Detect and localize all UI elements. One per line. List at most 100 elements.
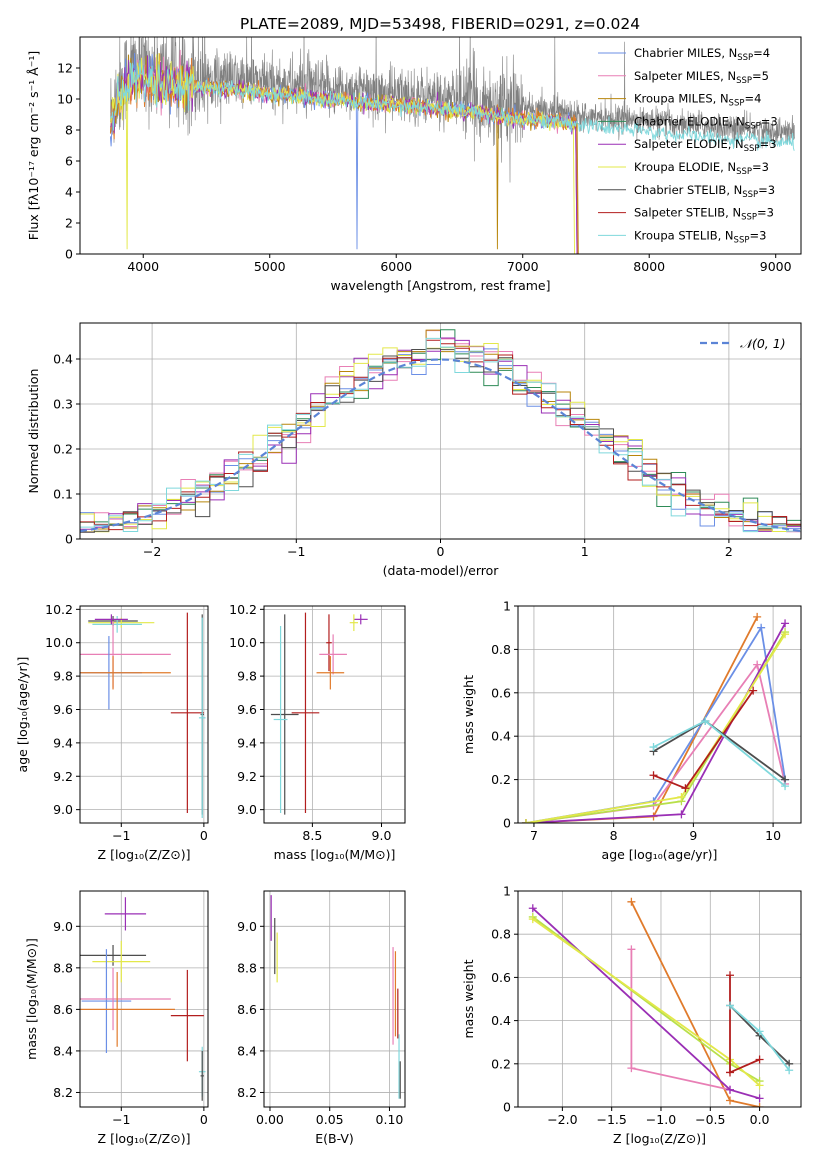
plot-area xyxy=(270,612,368,815)
legend-subscript: SSP xyxy=(745,121,761,131)
grid xyxy=(80,891,208,1107)
y-tick-label: 0.2 xyxy=(491,1056,511,1071)
legend-subscript: SSP xyxy=(734,235,750,245)
x-tick-label: 8000 xyxy=(633,259,665,274)
legend-label: Kroupa ELODIE, NSSP=3 xyxy=(634,160,769,177)
x-tick-label: 9 xyxy=(689,828,697,843)
y-tick-label: 8.8 xyxy=(53,960,73,975)
weight-marker xyxy=(726,1068,735,1077)
axes-frame: 7 8 9 10 0 0.2 0.4 0.6 0.8 1 age [log₁₀(age/yr)] ma… xyxy=(461,599,802,862)
axes-border xyxy=(517,605,802,824)
y-tick-label: 9.0 xyxy=(237,802,257,817)
x-axis-label: wavelength [Angstrom, rest frame] xyxy=(330,278,550,293)
axes-border xyxy=(79,605,209,824)
residuals-panel: −2 −1 0 1 2 0 0.1 0.2 0.3 0.4 (data-model)/error No… xyxy=(26,322,802,578)
plot-area xyxy=(80,612,206,818)
weight-marker xyxy=(755,1081,764,1090)
y-tick-label: 0.4 xyxy=(491,729,511,744)
weight-marker xyxy=(755,1027,764,1036)
y-tick-label: 6 xyxy=(65,154,73,169)
y-tick-label: 10.2 xyxy=(229,602,257,617)
x-tick-label: −1 xyxy=(112,828,130,843)
plot-area xyxy=(109,37,795,254)
spectrum-data-line xyxy=(110,37,795,183)
weight-marker xyxy=(726,1001,735,1010)
z-weight-panel: −2.0 −1.5 −1.0 −0.5 0.0 0 0.2 0.4 0.6 0.8 1 Z [log₁… xyxy=(461,884,802,1146)
x-tick-label: 0.00 xyxy=(256,1112,284,1127)
weight-marker xyxy=(755,1103,764,1107)
y-tick-label: 9.6 xyxy=(237,702,257,717)
y-tick-label: 8 xyxy=(65,123,73,138)
y-tick-label: 0.1 xyxy=(53,487,73,502)
legend-label: Chabrier MILES, NSSP=4 xyxy=(634,46,770,63)
weight-marker xyxy=(649,771,658,780)
y-tick-label: 0.2 xyxy=(53,442,73,457)
legend-label: Chabrier ELODIE, NSSP=3 xyxy=(634,114,778,131)
normal-curve xyxy=(80,358,801,533)
legend-label: 𝒩(0, 1) xyxy=(740,336,786,351)
y-tick-label: 2 xyxy=(65,216,73,231)
weight-marker xyxy=(726,971,735,980)
y-tick-label: 0.8 xyxy=(491,927,511,942)
residual-histogram xyxy=(80,337,801,533)
weight-marker xyxy=(701,717,710,726)
legend-subscript: SSP xyxy=(737,53,753,63)
weight-marker xyxy=(681,784,690,793)
x-tick-label: −1 xyxy=(112,1112,130,1127)
plot-area xyxy=(521,612,790,823)
plot-area xyxy=(80,329,801,533)
legend-suffix: =4 xyxy=(753,46,770,60)
x-axis-label: Z [log₁₀(Z/Z⊙)] xyxy=(98,1131,191,1146)
axes-border xyxy=(263,605,406,824)
weight-marker xyxy=(781,782,790,791)
x-axis-label: Z [log₁₀(Z/Z⊙)] xyxy=(613,1131,706,1146)
legend-label: Salpeter MILES, NSSP=5 xyxy=(634,69,769,86)
weight-marker xyxy=(755,1094,764,1103)
x-tick-label: 0.05 xyxy=(316,1112,344,1127)
legend-subscript: SSP xyxy=(741,213,757,223)
y-tick-label: 10 xyxy=(57,92,73,107)
legend-subscript: SSP xyxy=(744,144,760,154)
legend-label: Kroupa STELIB, NSSP=3 xyxy=(634,228,766,245)
axes-border xyxy=(79,890,209,1108)
x-tick-label: 0 xyxy=(200,828,208,843)
x-tick-label: −0.5 xyxy=(695,1112,725,1127)
y-tick-label: 1 xyxy=(503,599,511,614)
y-axis-label: mass [log₁₀(M/M⊙)] xyxy=(24,938,39,1060)
x-tick-label: 6000 xyxy=(380,259,412,274)
axes-frame: −1 0 8.2 8.4 8.6 8.8 9.0 Z [log₁₀(Z/Z⊙)] mass [l… xyxy=(24,890,209,1146)
x-tick-label: −1.5 xyxy=(596,1112,626,1127)
plot-area xyxy=(528,897,794,1107)
weight-marker xyxy=(521,819,530,823)
y-tick-label: 12 xyxy=(57,61,73,76)
weight-marker xyxy=(726,1096,735,1105)
y-tick-label: 8.4 xyxy=(53,1043,73,1058)
y-tick-label: 0.6 xyxy=(491,685,511,700)
x-tick-label: 0.10 xyxy=(376,1112,404,1127)
weight-marker xyxy=(781,619,790,628)
y-tick-label: 0.6 xyxy=(491,970,511,985)
plot-area xyxy=(80,897,206,1101)
weight-marker xyxy=(749,686,758,695)
x-tick-label: 9000 xyxy=(760,259,792,274)
weight-marker xyxy=(757,623,766,632)
x-tick-label: 8 xyxy=(610,828,618,843)
legend-subscript: SSP xyxy=(742,190,758,200)
x-tick-label: 1 xyxy=(581,544,589,559)
x-axis-label: age [log₁₀(age/yr)] xyxy=(602,847,718,862)
y-tick-label: 0 xyxy=(503,816,511,831)
y-tick-label: 9.2 xyxy=(53,769,73,784)
y-tick-label: 9.6 xyxy=(53,702,73,717)
y-tick-label: 10.2 xyxy=(45,602,73,617)
axes-border xyxy=(79,36,802,255)
x-tick-label: 10 xyxy=(765,828,781,843)
y-tick-label: 9.4 xyxy=(53,735,73,750)
spectrum-legend: Chabrier MILES, NSSP=4 Salpeter MILES, NS… xyxy=(598,46,778,245)
mass-age-panel: 8.5 9.0 9.0 9.2 9.4 9.6 9.8 10.0 10.2 mass [log₁₀… xyxy=(229,602,406,862)
axes-frame: 8.5 9.0 9.0 9.2 9.4 9.6 9.8 10.0 10.2 mass [log₁₀… xyxy=(229,602,406,862)
y-tick-label: 8.4 xyxy=(237,1043,257,1058)
y-tick-label: 8.2 xyxy=(53,1085,73,1100)
spectrum-panel: 4000 5000 6000 7000 8000 9000 0 2 4 6 8 10 12 wavelen… xyxy=(26,36,802,293)
y-tick-label: 0 xyxy=(65,532,73,547)
